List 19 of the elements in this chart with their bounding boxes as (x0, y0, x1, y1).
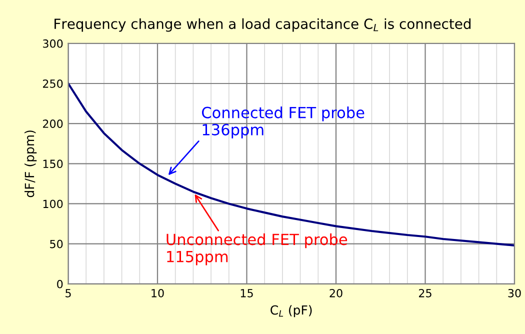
y-tick-label: 0 (57, 280, 63, 288)
annotation: Unconnected FET probe 115ppm (166, 233, 348, 266)
x-tick-label: 5 (66, 289, 71, 298)
line-series (68, 82, 514, 246)
y-tick-label: 300 (43, 39, 63, 48)
x-tick-label: 25 (418, 288, 432, 298)
y-tick-label: 100 (43, 200, 63, 208)
y-axis-title: dF/F (ppm) (24, 130, 37, 198)
y-tick-label: 50 (50, 240, 63, 248)
y-tick-label: 200 (42, 120, 63, 128)
x-tick-label: 10 (152, 288, 164, 298)
x-axis-title: C$_{L}$ (pF) (270, 305, 312, 318)
x-tick-label: 15 (240, 289, 253, 298)
y-tick-label: 250 (42, 79, 63, 88)
annotation: Connected FET probe 136ppm (202, 106, 364, 138)
chart-title: Frequency change when a load capacitance C$_{L}$ is connected (54, 18, 470, 32)
y-tick-label: 150 (43, 160, 63, 168)
x-tick-label: 30 (508, 288, 521, 298)
x-tick-label: 20 (330, 288, 342, 298)
